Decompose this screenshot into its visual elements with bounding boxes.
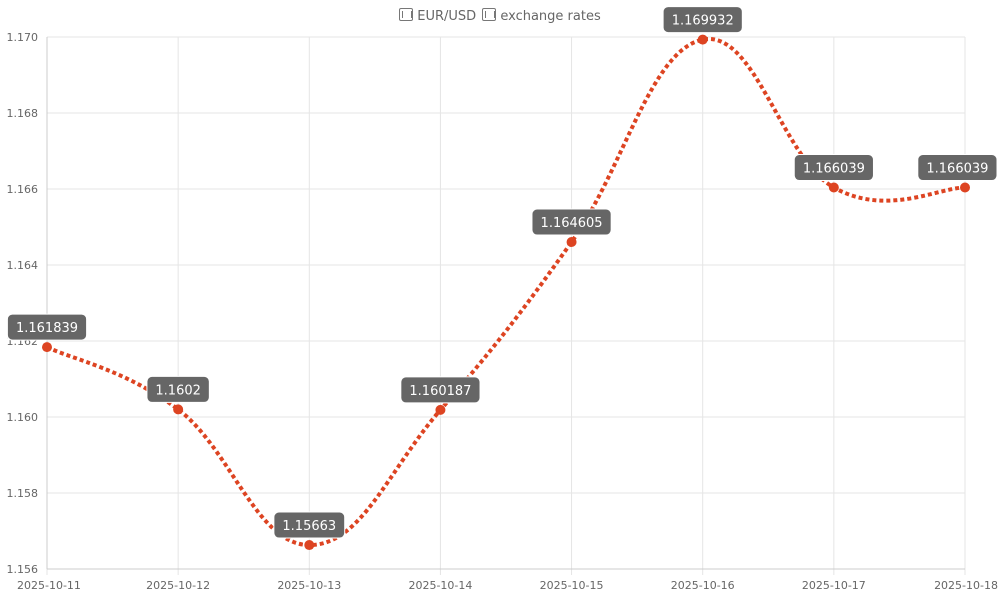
data-point <box>828 182 839 193</box>
data-point <box>960 182 970 193</box>
eu-flag-icon <box>399 8 414 21</box>
x-tick-label: 2025-10-17 <box>802 579 866 592</box>
data-point <box>435 404 446 415</box>
data-label: 1.166039 <box>803 162 865 177</box>
chart-title: EUR/USD exchange rates <box>0 8 1000 24</box>
y-tick-label: 1.160 <box>7 411 39 424</box>
y-tick-label: 1.170 <box>7 31 39 44</box>
data-label: 1.160187 <box>409 384 471 399</box>
y-tick-label: 1.156 <box>7 563 39 576</box>
data-label-box <box>662 6 743 34</box>
data-label-box <box>146 375 210 403</box>
data-label: 1.15663 <box>282 519 336 534</box>
data-label-box <box>531 208 612 236</box>
chart-title-suffix: exchange rates <box>500 9 601 24</box>
data-label-box <box>400 376 481 404</box>
data-label-box <box>6 313 88 341</box>
data-label: 1.169932 <box>672 14 734 29</box>
x-tick-label: 2025-10-14 <box>408 579 472 592</box>
data-label: 1.1602 <box>155 383 201 398</box>
y-tick-label: 1.166 <box>7 183 39 196</box>
chart-title-pair: EUR/USD <box>417 9 477 24</box>
us-flag-icon <box>482 8 497 21</box>
y-tick-label: 1.164 <box>7 259 39 272</box>
x-tick-label: 2025-10-15 <box>540 579 604 592</box>
data-point <box>173 404 184 415</box>
y-tick-label: 1.158 <box>7 487 39 500</box>
x-tick-label: 2025-10-18 <box>934 579 998 592</box>
data-point <box>42 342 52 353</box>
x-tick-label: 2025-10-12 <box>146 579 210 592</box>
data-label: 1.164605 <box>541 216 603 231</box>
data-point <box>566 237 577 248</box>
data-label: 1.166039 <box>926 162 988 177</box>
data-point <box>304 540 315 551</box>
data-label-box <box>273 511 346 539</box>
x-tick-label: 2025-10-13 <box>277 579 341 592</box>
x-tick-label: 2025-10-16 <box>671 579 735 592</box>
series-line <box>46 37 966 548</box>
x-tick-label: 2025-10-11 <box>17 579 81 592</box>
data-label-box <box>793 154 874 182</box>
y-tick-label: 1.168 <box>7 107 39 120</box>
data-label: 1.161839 <box>16 321 78 336</box>
data-point <box>697 34 708 45</box>
data-label-box <box>917 154 998 182</box>
